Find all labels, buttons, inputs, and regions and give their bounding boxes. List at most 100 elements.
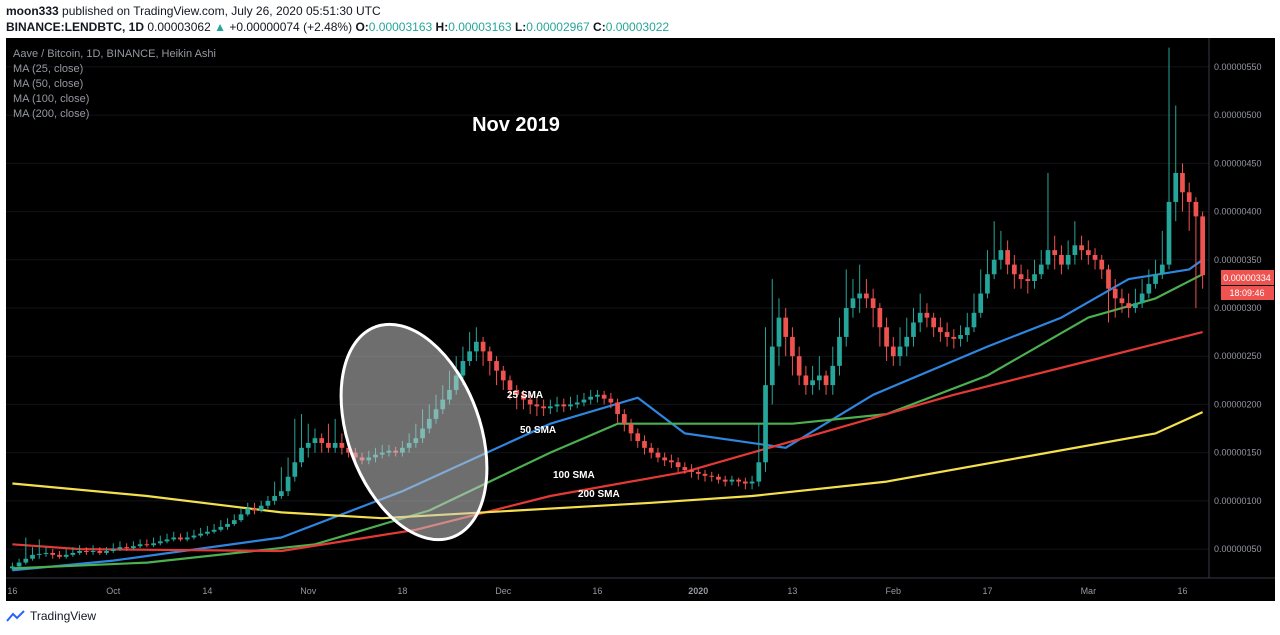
candle bbox=[467, 332, 472, 366]
candle bbox=[917, 293, 923, 333]
candle-body bbox=[1119, 298, 1125, 304]
candle-body bbox=[1065, 254, 1071, 265]
candle-body bbox=[998, 250, 1004, 260]
candle-body bbox=[857, 293, 863, 299]
candle bbox=[958, 325, 963, 347]
candle bbox=[749, 475, 755, 490]
x-tick-label: Nov bbox=[300, 586, 317, 596]
candle-body bbox=[776, 317, 782, 347]
indicator-legend: Aave / Bitcoin, 1D, BINANCE, Heikin Ashi… bbox=[13, 48, 216, 120]
candle bbox=[198, 527, 204, 538]
legend-ma-25[interactable]: MA (25, close) bbox=[13, 63, 83, 75]
candle bbox=[124, 543, 130, 551]
candle bbox=[1133, 288, 1138, 313]
candle bbox=[843, 269, 849, 347]
author-name[interactable]: moon333 bbox=[6, 4, 59, 18]
candle bbox=[769, 279, 775, 405]
candle-body bbox=[978, 293, 984, 313]
annotation-25-sma: 25 SMA bbox=[507, 390, 543, 401]
legend-ma-100[interactable]: MA (100, close) bbox=[13, 93, 89, 105]
candle bbox=[272, 481, 277, 505]
candle bbox=[1153, 259, 1158, 289]
candle-body bbox=[628, 423, 634, 434]
candle bbox=[23, 537, 29, 565]
candle-body bbox=[1099, 259, 1105, 270]
candle bbox=[669, 454, 674, 469]
candle-body bbox=[1052, 250, 1058, 255]
ma-line-50 bbox=[12, 273, 1204, 570]
candle bbox=[985, 250, 990, 299]
candle-body bbox=[1200, 216, 1205, 276]
candle bbox=[104, 547, 109, 555]
legend-title[interactable]: Aave / Bitcoin, 1D, BINANCE, Heikin Ashi bbox=[13, 48, 216, 60]
candle-body bbox=[319, 438, 325, 443]
candle-body bbox=[23, 558, 29, 563]
candle-body bbox=[850, 298, 856, 308]
candle bbox=[326, 423, 331, 453]
candle-body bbox=[245, 508, 251, 515]
candle bbox=[803, 365, 809, 395]
candle-body bbox=[1018, 274, 1024, 280]
candle bbox=[601, 390, 607, 405]
x-tick-label: 16 bbox=[1177, 586, 1187, 596]
candle-body bbox=[561, 404, 567, 407]
candle-body bbox=[1092, 254, 1098, 260]
x-tick-label: 17 bbox=[982, 586, 992, 596]
candle-body bbox=[90, 551, 96, 552]
candle-body bbox=[917, 312, 923, 323]
tradingview-logo-icon[interactable] bbox=[6, 609, 26, 623]
candle bbox=[574, 394, 580, 409]
candle bbox=[305, 423, 311, 458]
x-tick-label: Mar bbox=[1081, 586, 1097, 596]
candle-body bbox=[198, 533, 204, 536]
close-value: 0.00003022 bbox=[605, 20, 670, 34]
candle-body bbox=[1025, 279, 1031, 281]
candle-body bbox=[1153, 274, 1158, 284]
candle-body bbox=[238, 514, 244, 521]
candle bbox=[1126, 293, 1132, 318]
legend-ma-200[interactable]: MA (200, close) bbox=[13, 108, 89, 120]
candle-body bbox=[1193, 201, 1199, 217]
candle bbox=[218, 520, 224, 532]
candle bbox=[211, 524, 217, 534]
candle-body bbox=[682, 467, 688, 470]
candle-body bbox=[695, 471, 701, 474]
x-tick-label: Feb bbox=[886, 586, 902, 596]
published-text: published on TradingView.com, July 26, 2… bbox=[62, 4, 381, 18]
candle-body bbox=[608, 398, 614, 403]
legend-ma-50[interactable]: MA (50, close) bbox=[13, 78, 83, 90]
candle-body bbox=[460, 361, 466, 376]
candle-body bbox=[1139, 293, 1145, 304]
candle bbox=[1045, 173, 1051, 270]
candle bbox=[890, 336, 896, 366]
candle-body bbox=[554, 404, 560, 407]
candle-body bbox=[736, 479, 741, 482]
brand-name[interactable]: TradingView bbox=[30, 609, 97, 623]
candle bbox=[1032, 259, 1037, 289]
candle-body bbox=[326, 443, 331, 448]
candle bbox=[796, 346, 802, 386]
low-value: 0.00002967 bbox=[526, 20, 590, 34]
candle-body bbox=[944, 332, 950, 337]
candle-body bbox=[1106, 269, 1111, 289]
candle bbox=[507, 375, 513, 400]
candle bbox=[83, 547, 89, 555]
candle-body bbox=[527, 399, 533, 405]
price-chart[interactable]: Nov 2019 25 SMA 50 SMA 100 SMA 200 SMA A… bbox=[6, 38, 1275, 601]
candle bbox=[628, 418, 634, 442]
candle bbox=[1038, 250, 1044, 280]
chart-pane[interactable]: Nov 2019 25 SMA 50 SMA 100 SMA 200 SMA A… bbox=[6, 38, 1275, 601]
candle-body bbox=[1045, 250, 1051, 265]
high-label: H: bbox=[435, 20, 449, 34]
candle-body bbox=[178, 537, 183, 540]
candle-body bbox=[1159, 264, 1165, 275]
candle bbox=[763, 327, 768, 472]
candle-body bbox=[574, 402, 580, 405]
candle-body bbox=[964, 327, 970, 335]
candle-body bbox=[877, 308, 883, 328]
candle-body bbox=[1112, 288, 1118, 299]
candle bbox=[608, 392, 614, 409]
candle-body bbox=[729, 479, 735, 482]
candle bbox=[823, 370, 829, 395]
candle-body bbox=[702, 473, 708, 476]
